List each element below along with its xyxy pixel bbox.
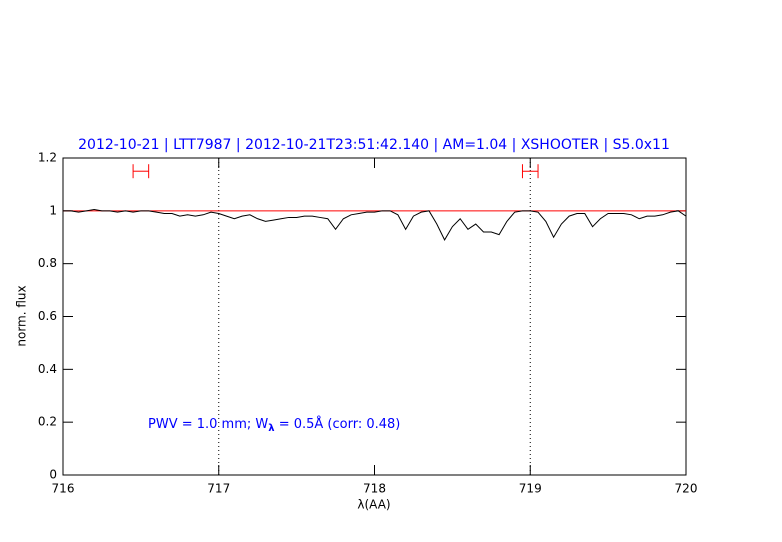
x-tick-label: 716 bbox=[52, 482, 75, 496]
annotation-text: PWV = 1.0 mm; W bbox=[148, 417, 268, 432]
y-tick-label: 1 bbox=[49, 203, 57, 217]
x-axis-label: λ(AA) bbox=[357, 498, 390, 512]
y-tick-label: 0.6 bbox=[38, 309, 57, 323]
y-tick-label: 0 bbox=[49, 468, 57, 482]
x-tick-label: 719 bbox=[519, 482, 542, 496]
y-tick-label: 0.4 bbox=[38, 362, 57, 376]
y-tick-label: 0.8 bbox=[38, 256, 57, 270]
chart-title: 2012-10-21 | LTT7987 | 2012-10-21T23:51:… bbox=[78, 137, 670, 153]
y-tick-label: 0.2 bbox=[38, 415, 57, 429]
y-tick-label: 1.2 bbox=[38, 151, 57, 165]
spectrum-line bbox=[63, 209, 687, 241]
x-tick-label: 717 bbox=[207, 482, 230, 496]
annotation-subscript: λ bbox=[268, 423, 275, 434]
x-tick-label: 720 bbox=[675, 482, 698, 496]
annotation-text: = 0.5Å (corr: 0.48) bbox=[275, 416, 401, 432]
x-tick-label: 718 bbox=[363, 482, 386, 496]
y-axis-label: norm. flux bbox=[15, 285, 29, 346]
annotation: PWV = 1.0 mm; Wλ = 0.5Å (corr: 0.48) bbox=[148, 416, 400, 435]
